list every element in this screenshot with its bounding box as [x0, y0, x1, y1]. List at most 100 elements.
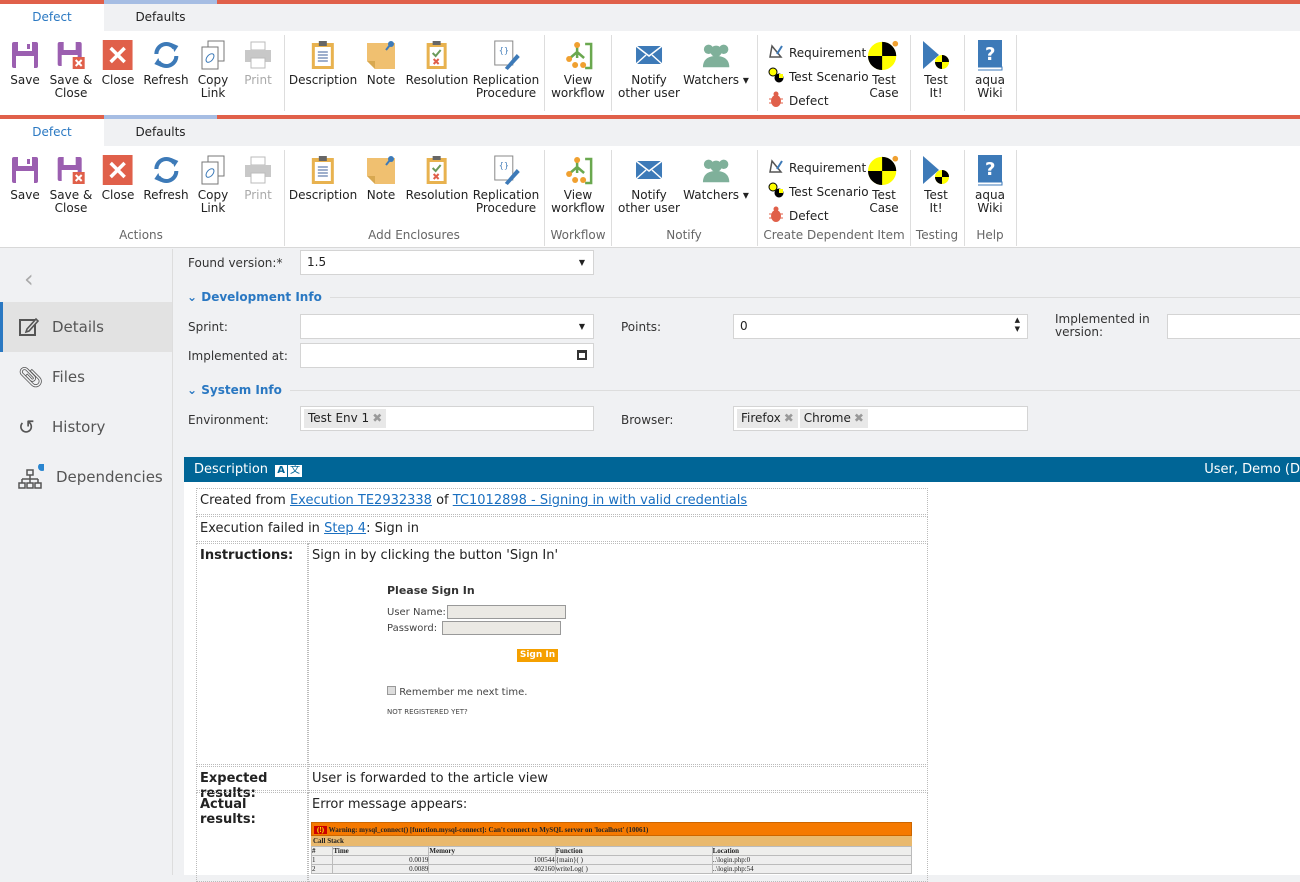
create-requirement-button[interactable]: Requirement [768, 43, 866, 62]
save-button[interactable]: Save [9, 39, 41, 87]
view-workflow-button[interactable]: View workflow [551, 39, 605, 100]
view-workflow-button[interactable]: View workflow [551, 154, 605, 215]
button-label: Refresh [143, 73, 189, 87]
implemented-in-version-input[interactable] [1167, 314, 1300, 339]
development-info-section[interactable]: ⌄ Development Info [187, 290, 1300, 304]
create-requirement-button[interactable]: Requirement [768, 158, 866, 177]
copy-link-button[interactable]: Copy Link [197, 39, 229, 100]
tab-defaults[interactable]: Defaults [135, 125, 186, 139]
save-close-button[interactable]: Save & Close [50, 39, 92, 100]
system-info-section[interactable]: ⌄ System Info [187, 383, 1300, 397]
copy-link-button[interactable]: Copy Link [197, 154, 229, 215]
remove-icon[interactable]: ✖ [783, 411, 794, 425]
close-button[interactable]: Close [102, 39, 134, 87]
test-case-link[interactable]: TC1012898 - Signing in with valid creden… [452, 493, 748, 508]
button-label: Print [244, 73, 272, 87]
points-value: 0 [740, 319, 748, 333]
note-button[interactable]: Note [365, 154, 397, 202]
aqua-wiki-button[interactable]: ? aqua Wiki [974, 154, 1006, 215]
group-divider [757, 35, 758, 111]
button-label: Print [244, 188, 272, 202]
step-link[interactable]: Step 4 [324, 521, 367, 536]
button-label: Resolution [405, 73, 469, 87]
test-it-button[interactable]: Test It! [920, 39, 952, 100]
create-defect-button[interactable]: Defect [768, 91, 829, 110]
button-label: Note [366, 73, 396, 87]
tab-defect[interactable]: Defect [0, 4, 104, 31]
group-label: Add Enclosures [368, 228, 460, 242]
font-format-icon[interactable]: A [275, 465, 287, 477]
group-label: Workflow [550, 228, 606, 242]
points-label: Points: [621, 320, 662, 334]
sidebar-item-dependencies[interactable]: Dependencies [0, 452, 172, 502]
button-label: Copy Link [197, 188, 229, 215]
browser-multiselect[interactable]: Firefox ✖ Chrome ✖ [733, 406, 1028, 431]
test-it-button[interactable]: Test It! [920, 154, 952, 215]
table-cell: 1 [310, 855, 334, 865]
print-button[interactable]: Print [242, 154, 274, 202]
environment-multiselect[interactable]: Test Env 1 ✖ [300, 406, 594, 431]
column-header: # [310, 846, 334, 856]
implemented-at-date-input[interactable] [300, 343, 594, 368]
sprint-select[interactable]: ▼ [300, 314, 594, 339]
translate-icon[interactable]: 文 [287, 465, 302, 477]
found-version-select[interactable]: 1.5 ▼ [300, 250, 594, 275]
refresh-button[interactable]: Refresh [143, 39, 189, 87]
group-divider [284, 35, 285, 111]
create-defect-button[interactable]: Defect [768, 206, 829, 225]
aqua-wiki-button[interactable]: ? aqua Wiki [974, 39, 1006, 100]
calendar-icon[interactable] [577, 350, 587, 360]
tab-defaults[interactable]: Defaults [135, 10, 186, 24]
description-button[interactable]: Description [289, 154, 357, 202]
watchers-button[interactable]: Watchers ▾ [683, 39, 749, 87]
refresh-button[interactable]: Refresh [143, 154, 189, 202]
create-test-scenario-button[interactable]: Test Scenario [768, 182, 869, 201]
save-close-button[interactable]: Save & Close [50, 154, 92, 215]
help-book-icon: ? [974, 39, 1006, 71]
sidebar-item-files[interactable]: 📎︎ Files [0, 352, 172, 402]
button-label: View workflow [551, 188, 605, 215]
bug-icon [768, 91, 784, 110]
execution-link[interactable]: Execution TE2932338 [289, 493, 432, 508]
table-cell: 402160 [428, 864, 556, 874]
replication-button[interactable]: {} Replication Procedure [473, 39, 539, 100]
expected-results: User is forwarded to the article view [308, 766, 928, 791]
watchers-button[interactable]: Watchers ▾ [683, 154, 749, 202]
group-label: Testing [915, 228, 959, 242]
create-test-scenario-button[interactable]: Test Scenario [768, 67, 869, 86]
clipboard-icon [307, 39, 339, 71]
tab-defect[interactable]: Defect [0, 119, 104, 146]
table-row: 2 0.0089 402160 writeLog( ) ..\login.php:54 [310, 864, 913, 874]
description-button[interactable]: Description [289, 39, 357, 87]
column-header: Time [332, 846, 430, 856]
password-label: Password: [387, 623, 438, 634]
note-button[interactable]: Note [365, 39, 397, 87]
resolution-button[interactable]: Resolution [406, 154, 468, 202]
test-case-icon [868, 39, 900, 71]
sidebar-item-history[interactable]: ↺ History [0, 402, 172, 452]
save-button[interactable]: Save [9, 154, 41, 202]
history-icon: ↺ [18, 415, 35, 439]
instructions-text: Sign in by clicking the button 'Sign In' [312, 548, 559, 563]
test-case-button[interactable]: Test Case [868, 154, 900, 215]
test-case-button[interactable]: Test Case [868, 39, 900, 100]
remove-icon[interactable]: ✖ [372, 411, 383, 425]
description-content[interactable]: Created from Execution TE2932338 of TC10… [184, 482, 1300, 882]
group-divider [964, 35, 965, 111]
resolution-button[interactable]: Resolution [405, 39, 469, 87]
close-button[interactable]: Close [102, 154, 134, 202]
replication-button[interactable]: {} Replication Procedure [473, 154, 539, 215]
svg-text:?: ? [985, 44, 995, 65]
resolution-icon [421, 154, 453, 186]
requirement-icon [768, 43, 784, 62]
notify-button[interactable]: Notify other user [618, 154, 680, 215]
collapse-chevron-icon[interactable]: ‹ [24, 265, 34, 293]
points-stepper[interactable]: 0 ▲ ▼ [733, 314, 1028, 339]
notify-button[interactable]: Notify other user [618, 39, 680, 100]
remove-icon[interactable]: ✖ [853, 411, 864, 425]
instructions-cell: Sign in by clicking the button 'Sign In'… [308, 543, 928, 765]
print-button[interactable]: Print [242, 39, 274, 87]
sidebar-item-details[interactable]: Details [0, 302, 172, 352]
requirement-icon [768, 158, 784, 177]
